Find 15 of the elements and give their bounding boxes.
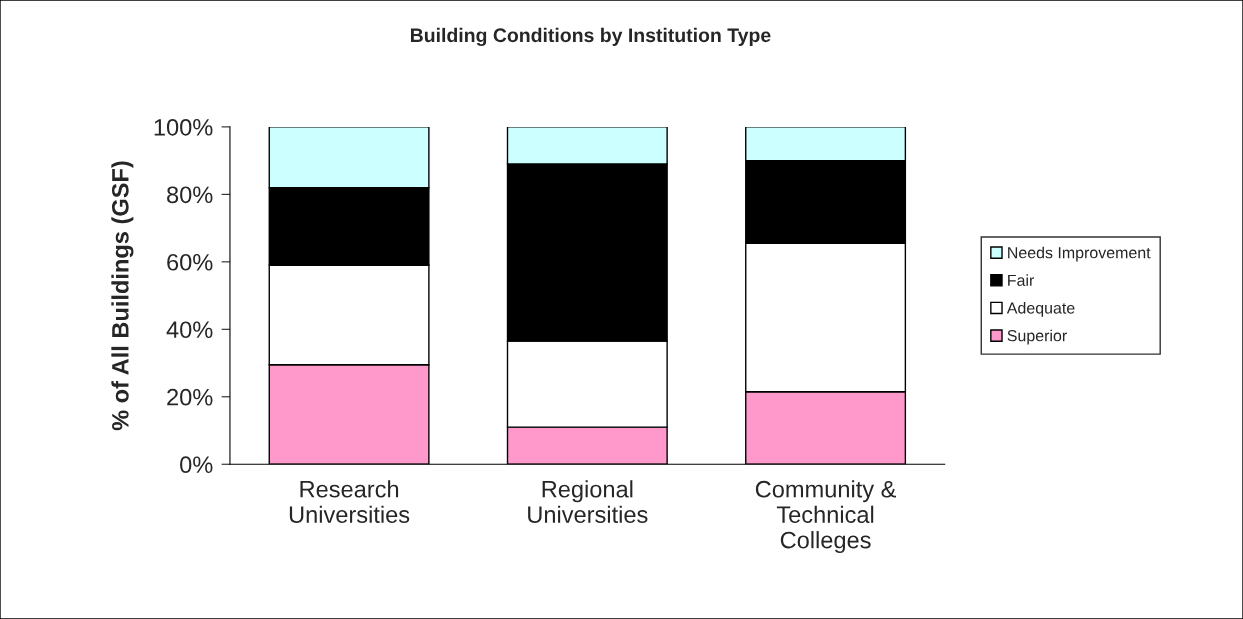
y-tick-label: 40% (166, 321, 213, 339)
legend-label: Adequate (1006, 301, 1075, 317)
y-tick-label: 60% (167, 253, 213, 271)
x-tick-label: Regional Universities (528, 480, 648, 523)
y-axis-title: % of All Buildings (GSF) (111, 161, 134, 431)
y-tick-label: 0% (180, 456, 213, 474)
legend-label: Superior (1007, 329, 1067, 345)
chart-title: Building Conditions by Institution Type (411, 27, 771, 47)
y-tick-label: 80% (167, 186, 213, 204)
x-tick-label: Research Universities (289, 480, 410, 523)
y-tick-label: 100% (154, 118, 213, 136)
y-tick-label: 20% (167, 388, 213, 406)
legend-label: Needs Improvement (1008, 246, 1151, 262)
legend-label: Fair (1008, 274, 1035, 287)
x-tick-label: Community & Technical Colleges (755, 480, 897, 554)
